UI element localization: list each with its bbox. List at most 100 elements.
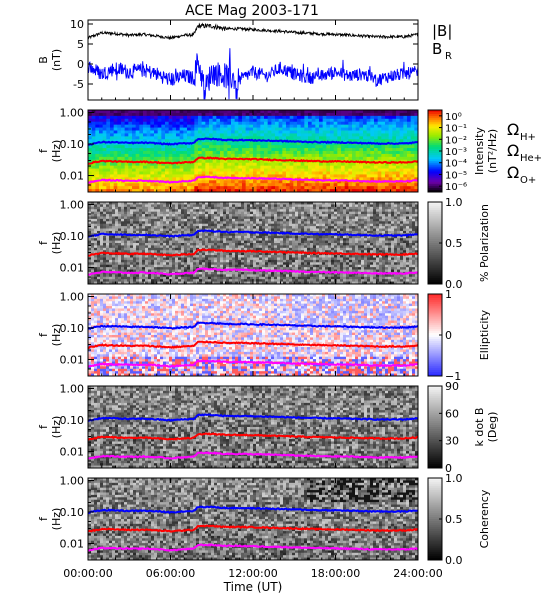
spectrogram-cell [231,165,236,169]
spectrogram-cell [407,148,412,152]
spectrogram-cell [304,151,309,155]
spectrogram-cell [241,257,245,261]
spectrogram-cell [256,247,260,251]
spectrogram-cell [247,276,251,280]
spectrogram-cell [187,153,192,158]
spectrogram-cell [256,204,260,208]
spectrogram-cell [88,202,92,205]
spectrogram-cell [187,259,191,263]
spectrogram-cell [202,264,206,268]
spectrogram-cell [99,156,104,161]
spectrogram-cell [201,136,206,140]
spectrogram-cell [289,162,294,167]
spectrogram-cell [172,259,176,263]
spectrogram-cell [223,174,228,178]
spectrogram-cell [253,238,257,241]
spectrogram-cell [262,240,266,244]
spectrogram-cell [363,153,368,158]
spectrogram-cell [399,118,404,123]
spectrogram-cell [88,121,93,126]
spectrogram-cell [366,136,371,140]
spectrogram-cell [150,145,155,149]
spectrogram-cell [136,279,140,282]
spectrogram-cell [381,151,386,155]
spectrogram-cell [359,183,364,187]
spectrogram-cell [88,271,92,275]
spectrogram-cell [289,115,294,120]
spectrogram-cell [118,250,122,254]
spectrogram-cell [226,243,230,246]
spectrogram-cell [297,168,302,172]
spectrogram-cell [145,206,149,210]
spectrogram-cell [300,110,305,114]
spectrogram-cell [220,264,224,268]
spectrogram-cell [205,186,210,190]
spectrogram-cell [399,189,404,193]
spectrogram-cell [94,211,98,215]
spectrogram-cell [289,218,293,222]
spectrogram-cell [326,110,331,114]
spectrogram-cell [352,148,357,152]
spectrogram-cell [295,202,299,205]
spectrogram-cell [201,127,206,131]
spectrogram-cell [166,240,170,244]
spectrogram-cell [139,110,144,114]
spectrogram-cell [275,151,280,155]
spectrogram-cell [300,142,305,146]
spectrogram-cell [133,209,137,213]
spectrogram-cell [253,235,257,239]
spectrogram-cell [247,262,251,266]
spectrogram-cell [136,221,140,225]
spectrogram-cell [262,262,266,266]
spectrogram-cell [109,240,113,244]
spectrogram-cell [256,133,261,137]
spectrogram-cell [232,240,236,244]
spectrogram-cell [300,130,305,134]
spectrogram-cell [414,171,419,175]
spectrogram-cell [163,281,167,285]
spectrogram-cell [135,127,140,131]
spectrogram-cell [232,255,236,258]
spectrogram-cell [99,133,104,137]
spectrogram-cell [193,216,197,220]
spectrogram-cell [166,211,170,215]
spectrogram-cell [198,139,203,143]
spectrogram-cell [112,206,116,210]
spectrogram-cell [88,189,93,193]
spectrogram-cell [160,257,164,261]
spectrogram-cell [363,177,368,181]
spectrogram-cell [148,250,152,254]
spectrogram-cell [229,235,233,239]
spectrogram-cell [278,186,283,190]
spectrogram-cell [286,186,291,190]
spectrogram-cell [216,168,221,172]
spectrogram-cell [392,162,397,167]
spectrogram-cell [95,136,100,140]
spectrogram-cell [172,226,176,229]
spectrogram-cell [157,153,162,158]
spectrogram-cell [280,228,284,232]
spectrogram-cell [227,186,232,190]
spectrogram-cell [242,110,247,114]
spectrogram-cell [115,223,119,227]
spectrogram-cell [212,162,217,167]
spectrogram-cell [106,267,110,270]
spectrogram-cell [333,180,338,184]
spectrogram-cell [232,269,236,273]
spectrogram-cell [190,174,195,178]
spectrogram-cell [370,189,375,193]
spectrogram-cell [293,174,298,178]
spectrogram-cell [150,148,155,152]
spectrogram-cell [109,202,113,205]
spectrogram-cell [161,118,166,123]
spectrogram-cell [100,250,104,254]
spectrogram-cell [249,171,254,175]
spectrogram-cell [283,204,287,208]
spectrogram-cell [139,171,144,175]
spectrogram-cell [202,214,206,217]
spectrogram-cell [311,156,316,161]
spectrogram-cell [403,174,408,178]
spectrogram-cell [118,226,122,229]
spectrogram-cell [392,165,397,169]
spectrogram-cell [249,115,254,120]
